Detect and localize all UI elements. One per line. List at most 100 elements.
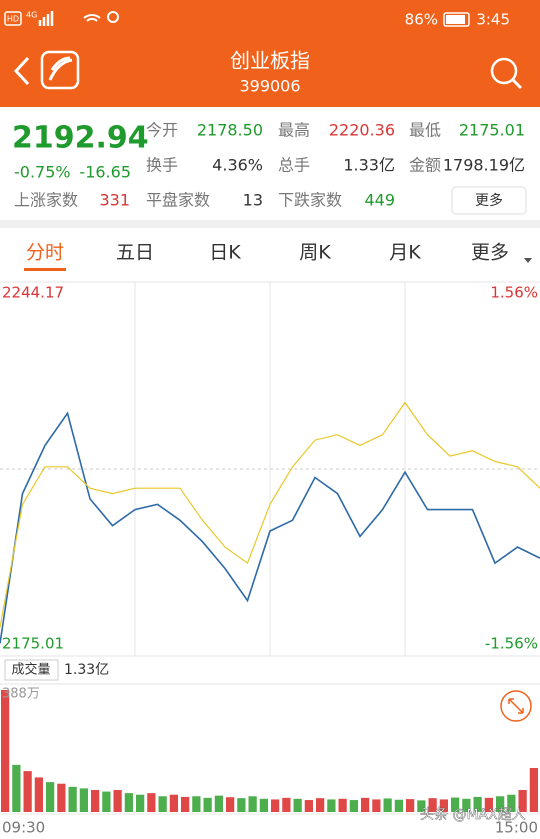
volume-bar	[259, 798, 268, 812]
hd-icon	[4, 11, 22, 26]
volume-bar	[79, 788, 88, 812]
field-value: 13	[243, 191, 263, 210]
volume-bar	[282, 797, 291, 812]
volume-bar	[372, 799, 381, 812]
battery-text: 86%	[405, 11, 438, 29]
field-value: 1798.19亿	[443, 156, 525, 175]
field-value: 4.36%	[212, 156, 263, 175]
volume-title: 成交量	[11, 662, 50, 678]
logo-mark	[48, 56, 73, 81]
volume-bar	[406, 799, 415, 812]
volume-bar	[338, 798, 347, 812]
field-value: 2220.36	[329, 121, 395, 140]
volume-bar	[473, 796, 482, 812]
index-code: 399006	[239, 77, 300, 96]
volume-bar	[46, 782, 55, 812]
location-icon	[107, 11, 119, 23]
volume-bar	[349, 800, 358, 812]
tab-underline	[24, 268, 66, 271]
tab[interactable]: 更多	[471, 242, 509, 264]
tab[interactable]: 月K	[389, 242, 421, 264]
volume-bar	[451, 797, 460, 812]
volume-bar	[417, 800, 426, 812]
volume-bar	[158, 796, 167, 812]
volume-bar	[214, 795, 223, 812]
volume-bar	[136, 794, 145, 812]
field-value: 449	[364, 191, 395, 210]
field-label: 总手	[278, 156, 310, 175]
more-button[interactable]	[451, 186, 527, 215]
volume-bar	[529, 767, 538, 812]
wifi-icon	[83, 14, 101, 22]
volume-total: 1.33亿	[64, 662, 109, 678]
field-label: 换手	[146, 156, 178, 175]
y2-tick-label: 1.56%	[490, 284, 538, 302]
volume-bar	[248, 796, 257, 812]
field-label: 最低	[409, 121, 441, 140]
search-handle	[511, 78, 523, 90]
volume-bar	[428, 798, 437, 812]
volume-bar	[327, 799, 336, 812]
more-button-text[interactable]: 更多	[475, 192, 503, 209]
volume-bar	[91, 789, 100, 812]
clock: 3:45	[476, 11, 510, 29]
field-value: 2175.01	[459, 121, 525, 140]
price-line	[0, 401, 540, 628]
tab[interactable]: 分时	[26, 242, 64, 264]
tab[interactable]: 周K	[299, 242, 331, 264]
expand-icon	[508, 698, 524, 714]
field-label: 下跌家数	[278, 191, 342, 210]
field-label: 平盘家数	[146, 191, 210, 210]
field-label: 今开	[146, 121, 178, 140]
volume-bar	[23, 771, 32, 812]
status-icon: 4G	[26, 11, 37, 20]
volume-bar	[361, 797, 370, 812]
x-tick-label: 15:00	[495, 819, 538, 836]
volume-bar	[304, 800, 313, 812]
tab[interactable]: 五日	[116, 242, 154, 264]
back-button[interactable]	[13, 56, 30, 86]
status-icon: HD	[7, 15, 19, 24]
field-value: 331	[99, 191, 130, 210]
volume-bar	[462, 798, 471, 812]
volume-bar	[203, 797, 212, 812]
volume-bar	[518, 789, 527, 812]
volume-bar	[34, 777, 43, 812]
tab[interactable]: 日K	[209, 242, 241, 264]
x-tick-label: 09:30	[2, 819, 45, 836]
field-label: 最高	[278, 121, 310, 140]
volume-bar	[181, 796, 190, 812]
volume-bar	[192, 796, 201, 812]
y-tick-label: 2175.01	[2, 635, 64, 653]
volume-bar	[12, 764, 21, 812]
volume-bar	[169, 794, 178, 812]
volume-bar	[316, 798, 325, 812]
app-logo	[40, 50, 80, 90]
separator	[0, 220, 540, 228]
dropdown-icon	[524, 258, 532, 263]
change: -16.65	[79, 163, 131, 182]
volume-bar	[68, 786, 77, 812]
volume-bar	[237, 798, 246, 812]
volume-bar	[394, 799, 403, 812]
signal-icon	[38, 11, 54, 26]
field-label: 上涨家数	[14, 191, 78, 210]
y2-tick-label: -1.56%	[485, 635, 538, 653]
volume-bar	[484, 797, 493, 812]
volume-bar	[293, 798, 302, 812]
price-line	[0, 411, 540, 644]
watermark: 头条 @MAX超人	[420, 806, 526, 823]
change-pct: -0.75%	[14, 163, 71, 182]
search-button[interactable]	[490, 57, 518, 85]
volume-bar	[113, 789, 122, 812]
volume-bar	[226, 797, 235, 812]
index-title: 创业板指	[230, 49, 310, 73]
volume-bar	[507, 794, 516, 812]
battery-icon	[443, 12, 470, 27]
volume-bar	[271, 799, 280, 812]
battery-level	[446, 15, 465, 24]
price: 2192.94	[12, 121, 149, 156]
volume-title-box	[4, 659, 59, 681]
volume-bar	[496, 796, 505, 812]
